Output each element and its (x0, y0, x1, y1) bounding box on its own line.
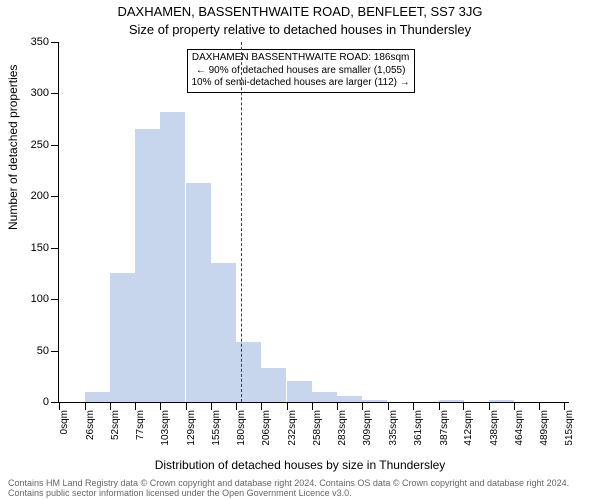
y-tick-label: 100 (31, 293, 49, 305)
x-tick-label: 232sqm (287, 410, 298, 446)
histogram-bar (236, 342, 261, 402)
x-tick (413, 402, 414, 410)
histogram-bar (261, 368, 286, 402)
x-tick-label: 361sqm (413, 410, 424, 446)
annotation-box: DAXHAMEN BASSENTHWAITE ROAD: 186sqm← 90%… (187, 49, 415, 93)
x-tick-label: 309sqm (362, 410, 373, 446)
y-tick (51, 42, 59, 43)
annotation-line: 10% of semi-detached houses are larger (… (192, 77, 410, 90)
x-tick (236, 402, 237, 410)
y-tick (51, 196, 59, 197)
x-tick (110, 402, 111, 410)
x-tick-label: 26sqm (85, 410, 96, 440)
annotation-line: DAXHAMEN BASSENTHWAITE ROAD: 186sqm (192, 52, 410, 65)
footer-attribution: Contains HM Land Registry data © Crown c… (8, 478, 592, 498)
histogram-bar (135, 129, 160, 402)
histogram-bar (186, 183, 211, 402)
plot-area: DAXHAMEN BASSENTHWAITE ROAD: 186sqm← 90%… (58, 42, 569, 403)
histogram-bar (110, 273, 135, 402)
y-tick-label: 350 (31, 36, 49, 48)
x-tick-label: 129sqm (186, 410, 197, 446)
x-tick (160, 402, 161, 410)
x-tick-label: 180sqm (236, 410, 247, 446)
x-tick-label: 489sqm (539, 410, 550, 446)
histogram-bar (287, 381, 312, 402)
histogram-bar (337, 396, 362, 402)
x-tick-label: 52sqm (110, 410, 121, 440)
histogram-bar (439, 400, 464, 402)
x-tick (439, 402, 440, 410)
reference-line (241, 42, 242, 402)
x-tick-label: 335sqm (388, 410, 399, 446)
x-tick (489, 402, 490, 410)
x-tick (211, 402, 212, 410)
x-tick (186, 402, 187, 410)
chart-title-line1: DAXHAMEN, BASSENTHWAITE ROAD, BENFLEET, … (0, 4, 600, 19)
histogram-bar (85, 392, 110, 402)
x-tick (287, 402, 288, 410)
x-tick (135, 402, 136, 410)
x-tick-label: 412sqm (463, 410, 474, 446)
x-tick (388, 402, 389, 410)
y-tick-label: 150 (31, 242, 49, 254)
x-tick (261, 402, 262, 410)
histogram-bar (362, 400, 387, 402)
y-tick (51, 299, 59, 300)
x-tick-label: 77sqm (135, 410, 146, 440)
y-tick-label: 0 (43, 396, 49, 408)
x-tick (85, 402, 86, 410)
y-tick (51, 402, 59, 403)
x-tick-label: 283sqm (337, 410, 348, 446)
annotation-line: ← 90% of detached houses are smaller (1,… (192, 65, 410, 78)
x-tick-label: 0sqm (59, 410, 70, 434)
x-tick (362, 402, 363, 410)
histogram-bar (160, 112, 185, 402)
y-tick (51, 145, 59, 146)
y-tick-label: 50 (37, 345, 49, 357)
y-tick-label: 300 (31, 87, 49, 99)
x-axis-label: Distribution of detached houses by size … (0, 458, 600, 472)
histogram-bar (312, 392, 337, 402)
x-tick-label: 387sqm (439, 410, 450, 446)
x-tick-label: 515sqm (564, 410, 575, 446)
y-tick (51, 351, 59, 352)
x-tick-label: 464sqm (514, 410, 525, 446)
y-axis-label: Number of detached properties (6, 65, 20, 230)
y-tick-label: 200 (31, 190, 49, 202)
x-tick (539, 402, 540, 410)
x-tick-label: 206sqm (261, 410, 272, 446)
histogram-bar (489, 400, 514, 402)
x-tick (463, 402, 464, 410)
x-tick (59, 402, 60, 410)
y-tick (51, 93, 59, 94)
x-tick (564, 402, 565, 410)
y-tick (51, 248, 59, 249)
x-tick-label: 155sqm (211, 410, 222, 446)
x-tick (312, 402, 313, 410)
y-tick-label: 250 (31, 139, 49, 151)
x-tick (337, 402, 338, 410)
x-tick-label: 258sqm (312, 410, 323, 446)
x-tick (514, 402, 515, 410)
x-tick-label: 438sqm (489, 410, 500, 446)
x-tick-label: 103sqm (160, 410, 171, 446)
histogram-bar (211, 263, 236, 402)
property-size-histogram: DAXHAMEN, BASSENTHWAITE ROAD, BENFLEET, … (0, 0, 600, 500)
chart-title-line2: Size of property relative to detached ho… (0, 22, 600, 37)
